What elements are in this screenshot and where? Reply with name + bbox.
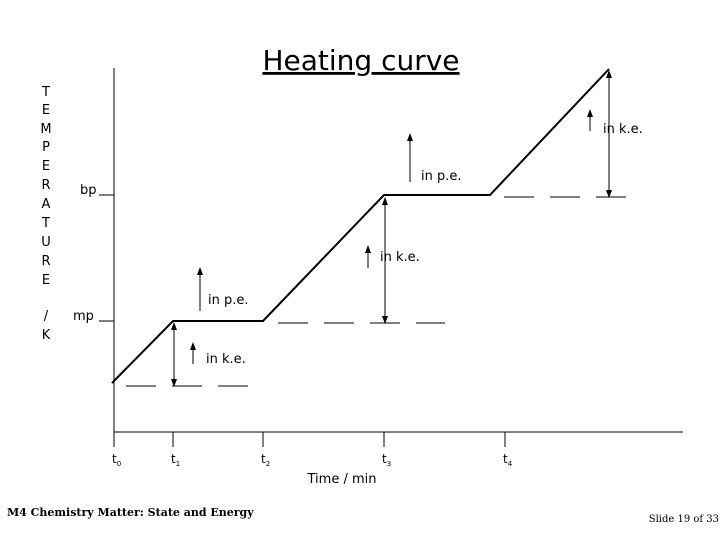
y-tick-label-bp: bp [80,183,97,198]
y-axis-letter-9: U [41,235,51,250]
y-axis-letter-3: M [40,122,51,137]
arrow-ke-1-head-up [171,322,177,330]
arrow-pe-1-head [197,267,203,275]
annotation-ke-1: in k.e. [206,352,246,367]
arrow-ke-3-head-up [606,70,612,78]
y-axis-letter-10: R [41,254,50,269]
arrow-ke-3-small-head [587,109,593,117]
y-tick-label-mp: mp [73,309,94,324]
footer-slide-number: Slide 19 of 33 [649,514,719,525]
y-axis-letter-8: T [41,216,50,231]
y-axis-letter-5: E [42,159,50,174]
x-tick-marks [113,432,506,447]
footer-course-title: M4 Chemistry Matter: State and Energy [7,506,254,519]
x-tick-label-t2: t2 [261,452,270,468]
y-axis-letter-1: T [41,85,50,100]
y-axis-letter-6: R [41,178,50,193]
y-axis-letter-2: E [42,103,50,118]
arrow-pe-2-head [407,133,413,141]
x-tick-label-t0: t0 [112,452,121,468]
arrow-ke-2-head-up [382,197,388,205]
y-axis-letter-11: E [42,273,50,288]
y-axis-label: T E M P E R A T U R E / K [40,85,51,343]
y-axis-letter-13: K [42,328,51,343]
arrow-ke-2-small-head [365,245,371,253]
x-tick-label-t1: t1 [171,452,180,468]
x-tick-label-t3: t3 [382,452,391,468]
arrow-ke-1-small-head [190,342,196,350]
annotation-pe-1: in p.e. [208,293,249,308]
chart-title: Heating curve [262,44,459,77]
y-axis-letter-4: P [42,140,50,155]
arrow-ke-2-head-down [382,316,388,324]
annotation-ke-2: in k.e. [380,250,420,265]
annotation-arrows [171,70,612,387]
heating-curve-line [111,68,610,384]
arrow-ke-1-head-down [171,379,177,387]
x-tick-label-t4: t4 [503,452,513,468]
annotation-pe-2: in p.e. [421,169,462,184]
arrow-ke-3-head-down [606,190,612,198]
y-axis-letter-12: / [44,309,49,324]
x-axis-label: Time / min [307,472,377,487]
y-axis-letter-7: A [42,197,51,212]
annotation-ke-3: in k.e. [603,122,643,137]
